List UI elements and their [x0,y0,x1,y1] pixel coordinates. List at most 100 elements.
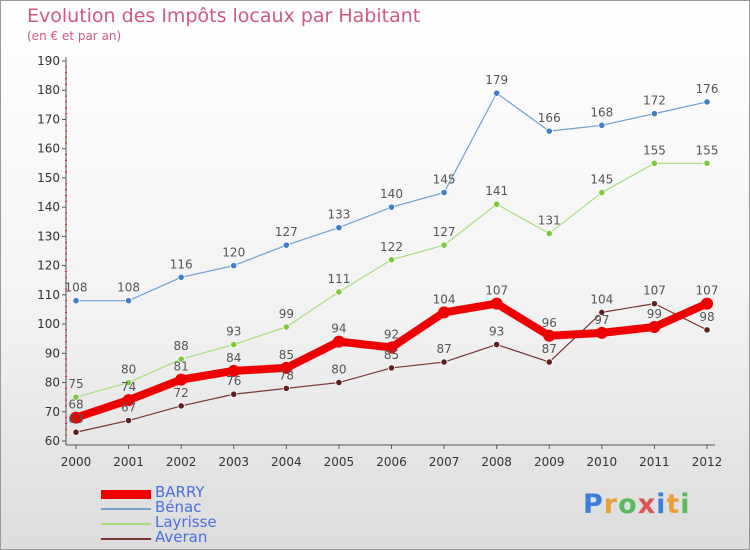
x-tick-label: 2002 [166,455,197,469]
data-label-barry: 81 [174,360,189,374]
data-label-barry: 94 [331,322,346,336]
y-tick-label: 190 [37,54,60,68]
y-tick-label: 180 [37,83,60,97]
chart-title: Evolution des Impôts locaux par Habitant [27,5,421,27]
data-point-bnac [72,297,80,305]
data-label-barry: 107 [485,284,508,298]
data-label-averan: 87 [436,342,451,356]
data-point-layrisse [387,256,396,264]
logo-letter: t [666,489,681,520]
data-label-layrisse: 155 [696,143,719,157]
y-tick-label: 100 [37,317,60,331]
data-label-layrisse: 75 [68,377,83,391]
data-point-layrisse [335,288,343,296]
data-point-barry [175,373,188,386]
data-point-averan [703,326,711,334]
data-label-bnac: 179 [485,73,508,87]
data-point-layrisse [230,340,238,349]
data-point-barry [280,361,293,374]
data-label-layrisse: 80 [121,363,136,377]
x-tick-label: 2010 [587,455,618,469]
data-point-averan [598,308,606,316]
data-point-barry [70,411,82,424]
data-point-averan [650,300,659,308]
legend-label: Averan [155,528,208,546]
data-point-barry [438,306,451,319]
data-point-layrisse [177,355,185,363]
data-point-barry [648,321,661,333]
data-point-averan [440,358,448,366]
data-point-averan [124,416,133,425]
data-point-averan [545,358,553,366]
data-point-bnac [335,224,343,232]
data-label-layrisse: 141 [485,184,508,198]
x-tick-label: 2006 [376,455,407,469]
data-point-averan [282,384,290,392]
x-tick-label: 2000 [61,455,92,469]
data-label-layrisse: 88 [174,339,189,353]
data-label-barry: 74 [121,380,136,394]
data-label-bnac: 116 [170,257,193,271]
data-point-barry [595,326,608,339]
data-point-averan [335,378,343,387]
data-point-bnac [650,110,659,118]
data-label-averan: 85 [384,348,399,362]
data-label-layrisse: 127 [433,225,456,239]
logo-letter: i [656,489,667,520]
data-point-layrisse [493,200,501,208]
data-label-barry: 92 [384,327,399,341]
chart-subtitle: (en € et par an) [27,29,122,43]
data-label-barry: 68 [68,398,83,412]
data-label-layrisse: 99 [279,307,294,321]
data-label-layrisse: 93 [226,325,241,339]
legend-item-barry: BARRY [101,483,301,501]
legend-swatch [101,489,151,499]
y-tick-label: 70 [45,405,60,419]
data-label-layrisse: 131 [538,213,561,227]
x-tick-label: 2007 [429,455,460,469]
data-label-averan: 63 [68,412,83,426]
data-labels: 108 108 116 120 127 133 140 145 179 166 168 172 176 7… [65,73,719,426]
y-tick-label: 120 [37,259,60,273]
legend-label: Layrisse [155,513,217,531]
y-tick-label: 130 [37,229,60,243]
data-label-barry: 107 [696,284,719,298]
data-label-bnac: 127 [275,225,298,239]
data-label-averan: 104 [590,292,613,306]
y-tick-label: 140 [37,200,60,214]
y-tick-label: 110 [37,288,60,302]
y-tick-label: 80 [45,376,60,390]
data-point-bnac [703,98,711,106]
data-point-bnac [493,89,501,97]
proxiti-logo: Proxiti [583,489,691,520]
x-tick-label: 2003 [218,455,249,469]
data-label-averan: 98 [699,310,714,324]
data-point-barry [227,364,240,377]
data-label-barry: 85 [279,348,294,362]
data-label-layrisse: 111 [327,272,350,286]
data-point-averan [177,402,185,410]
data-point-bnac [440,188,448,197]
legend-label: Bénac [155,498,202,516]
data-label-averan: 78 [279,368,294,382]
data-point-layrisse [545,229,553,238]
x-tick-label: 2009 [534,455,565,469]
x-tick-label: 2012 [692,455,723,469]
data-label-barry: 96 [542,316,557,330]
data-point-averan [72,428,80,436]
data-point-averan [387,364,396,372]
legend-item-averan: Averan [101,528,301,546]
data-label-bnac: 176 [696,82,719,96]
data-point-bnac [545,127,553,135]
data-point-bnac [177,273,185,281]
legend-swatch [101,538,151,540]
data-label-barry: 104 [433,292,456,306]
x-tick-label: 2011 [639,455,670,469]
data-label-bnac: 120 [222,246,245,260]
data-label-averan: 72 [174,386,189,400]
legend-item-layrisse: Layrisse [101,513,301,531]
data-point-bnac [387,203,396,211]
data-point-barry [122,394,135,407]
data-label-averan: 87 [542,342,557,356]
